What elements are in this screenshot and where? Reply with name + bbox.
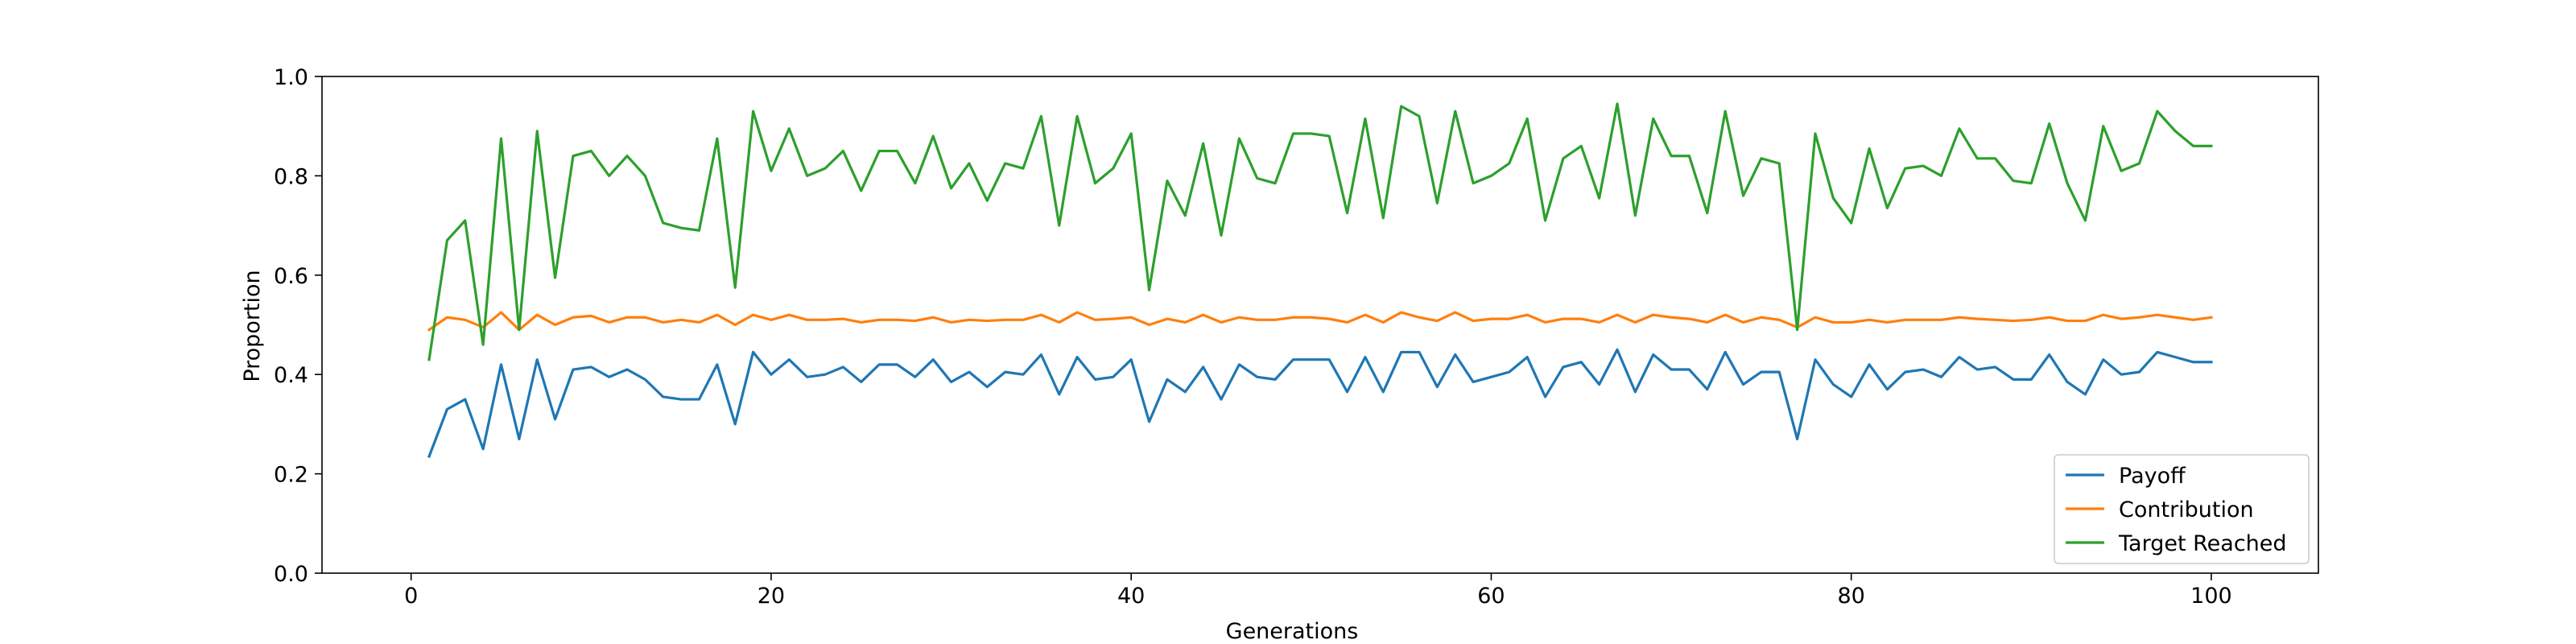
- x-tick-label: 80: [1838, 584, 1865, 609]
- series-line-target-reached: [427, 102, 2213, 361]
- y-axis-label: Proportion: [240, 270, 265, 382]
- legend: Payoff Contribution Target Reached: [2054, 454, 2310, 564]
- x-axis-label: Generations: [1226, 619, 1359, 644]
- x-tick-label: 0: [404, 584, 418, 609]
- y-tick-label: 0.6: [274, 264, 308, 289]
- series-line-payoff: [427, 348, 2213, 459]
- legend-box: [2054, 454, 2310, 564]
- x-tick-label: 60: [1477, 584, 1505, 609]
- x-tick-label: 20: [758, 584, 785, 609]
- y-tick-label: 0.0: [274, 562, 308, 587]
- legend-label-target-reached: Target Reached: [2118, 531, 2287, 556]
- x-tick-label: 40: [1117, 584, 1145, 609]
- series-line-contribution: [427, 311, 2213, 332]
- plot-frame: [321, 76, 2319, 574]
- x-tick-label: 100: [2190, 584, 2232, 609]
- series-layer: [427, 102, 2213, 459]
- y-tick-label: 0.2: [274, 463, 308, 488]
- y-tick-label: 1.0: [274, 65, 308, 90]
- axes-layer: 0 20 40 60 80 100 0.0 0.2 0.4 0.6 0.8 1.0: [274, 65, 2319, 609]
- legend-label-contribution: Contribution: [2119, 497, 2254, 522]
- y-tick-label: 0.4: [274, 363, 308, 388]
- legend-label-payoff: Payoff: [2119, 464, 2186, 489]
- y-tick-label: 0.8: [274, 164, 308, 189]
